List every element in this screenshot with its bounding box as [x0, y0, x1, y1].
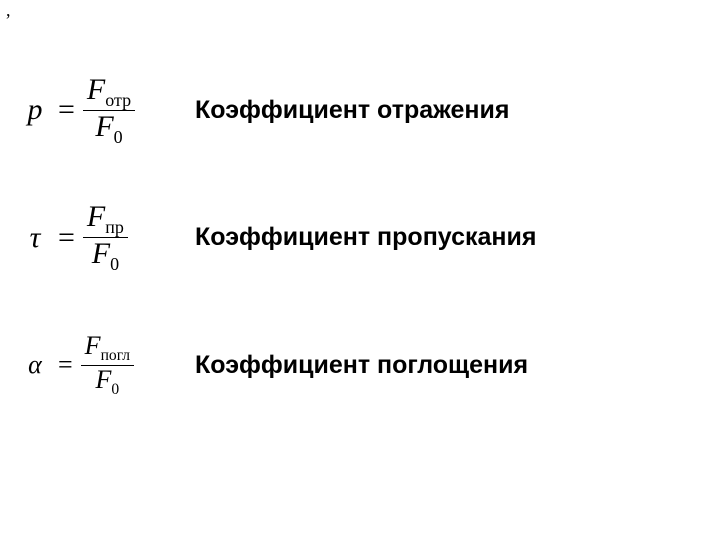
fraction: Fпр F0	[83, 201, 128, 274]
den-var: F	[95, 110, 113, 143]
num-sub: погл	[101, 347, 131, 364]
equation-rows: p = Fотр F0 Коэффициент отражения τ =	[20, 50, 536, 425]
formula-transmission: τ = Fпр F0	[20, 201, 195, 274]
lhs-symbol: α	[20, 350, 50, 380]
top-comma-mark: ,	[6, 0, 11, 21]
num-var: F	[85, 331, 101, 360]
den-var: F	[92, 237, 110, 270]
num-sub: пр	[105, 217, 124, 237]
den-sub: 0	[114, 127, 123, 147]
numerator: Fотр	[83, 74, 135, 111]
equals-sign: =	[50, 93, 83, 127]
formula-absorption: α = Fпогл F0	[20, 332, 195, 398]
equation-row-absorption: α = Fпогл F0 Коэффициент поглощения	[20, 305, 536, 425]
num-var: F	[87, 200, 105, 233]
fraction: Fпогл F0	[81, 332, 134, 398]
equation-row-transmission: τ = Fпр F0 Коэффициент пропускания	[20, 170, 536, 305]
numerator: Fпр	[83, 201, 128, 238]
denominator: F0	[88, 238, 123, 274]
numerator: Fпогл	[81, 332, 134, 366]
fraction: Fотр F0	[83, 74, 135, 147]
equation-row-reflection: p = Fотр F0 Коэффициент отражения	[20, 50, 536, 170]
den-var: F	[96, 365, 112, 394]
num-var: F	[87, 73, 105, 106]
formula-reflection: p = Fотр F0	[20, 74, 195, 147]
den-sub: 0	[111, 381, 119, 398]
equals-sign: =	[50, 350, 81, 380]
den-sub: 0	[110, 254, 119, 274]
label-transmission: Коэффициент пропускания	[195, 223, 536, 252]
lhs-symbol: τ	[20, 221, 50, 255]
equals-sign: =	[50, 221, 83, 255]
label-absorption: Коэффициент поглощения	[195, 351, 528, 380]
denominator: F0	[92, 366, 124, 399]
page: , p = Fотр F0 Коэффициент отражения τ	[0, 0, 720, 540]
lhs-symbol: p	[20, 93, 50, 127]
num-sub: отр	[105, 90, 131, 110]
label-reflection: Коэффициент отражения	[195, 96, 509, 125]
denominator: F0	[91, 111, 126, 147]
